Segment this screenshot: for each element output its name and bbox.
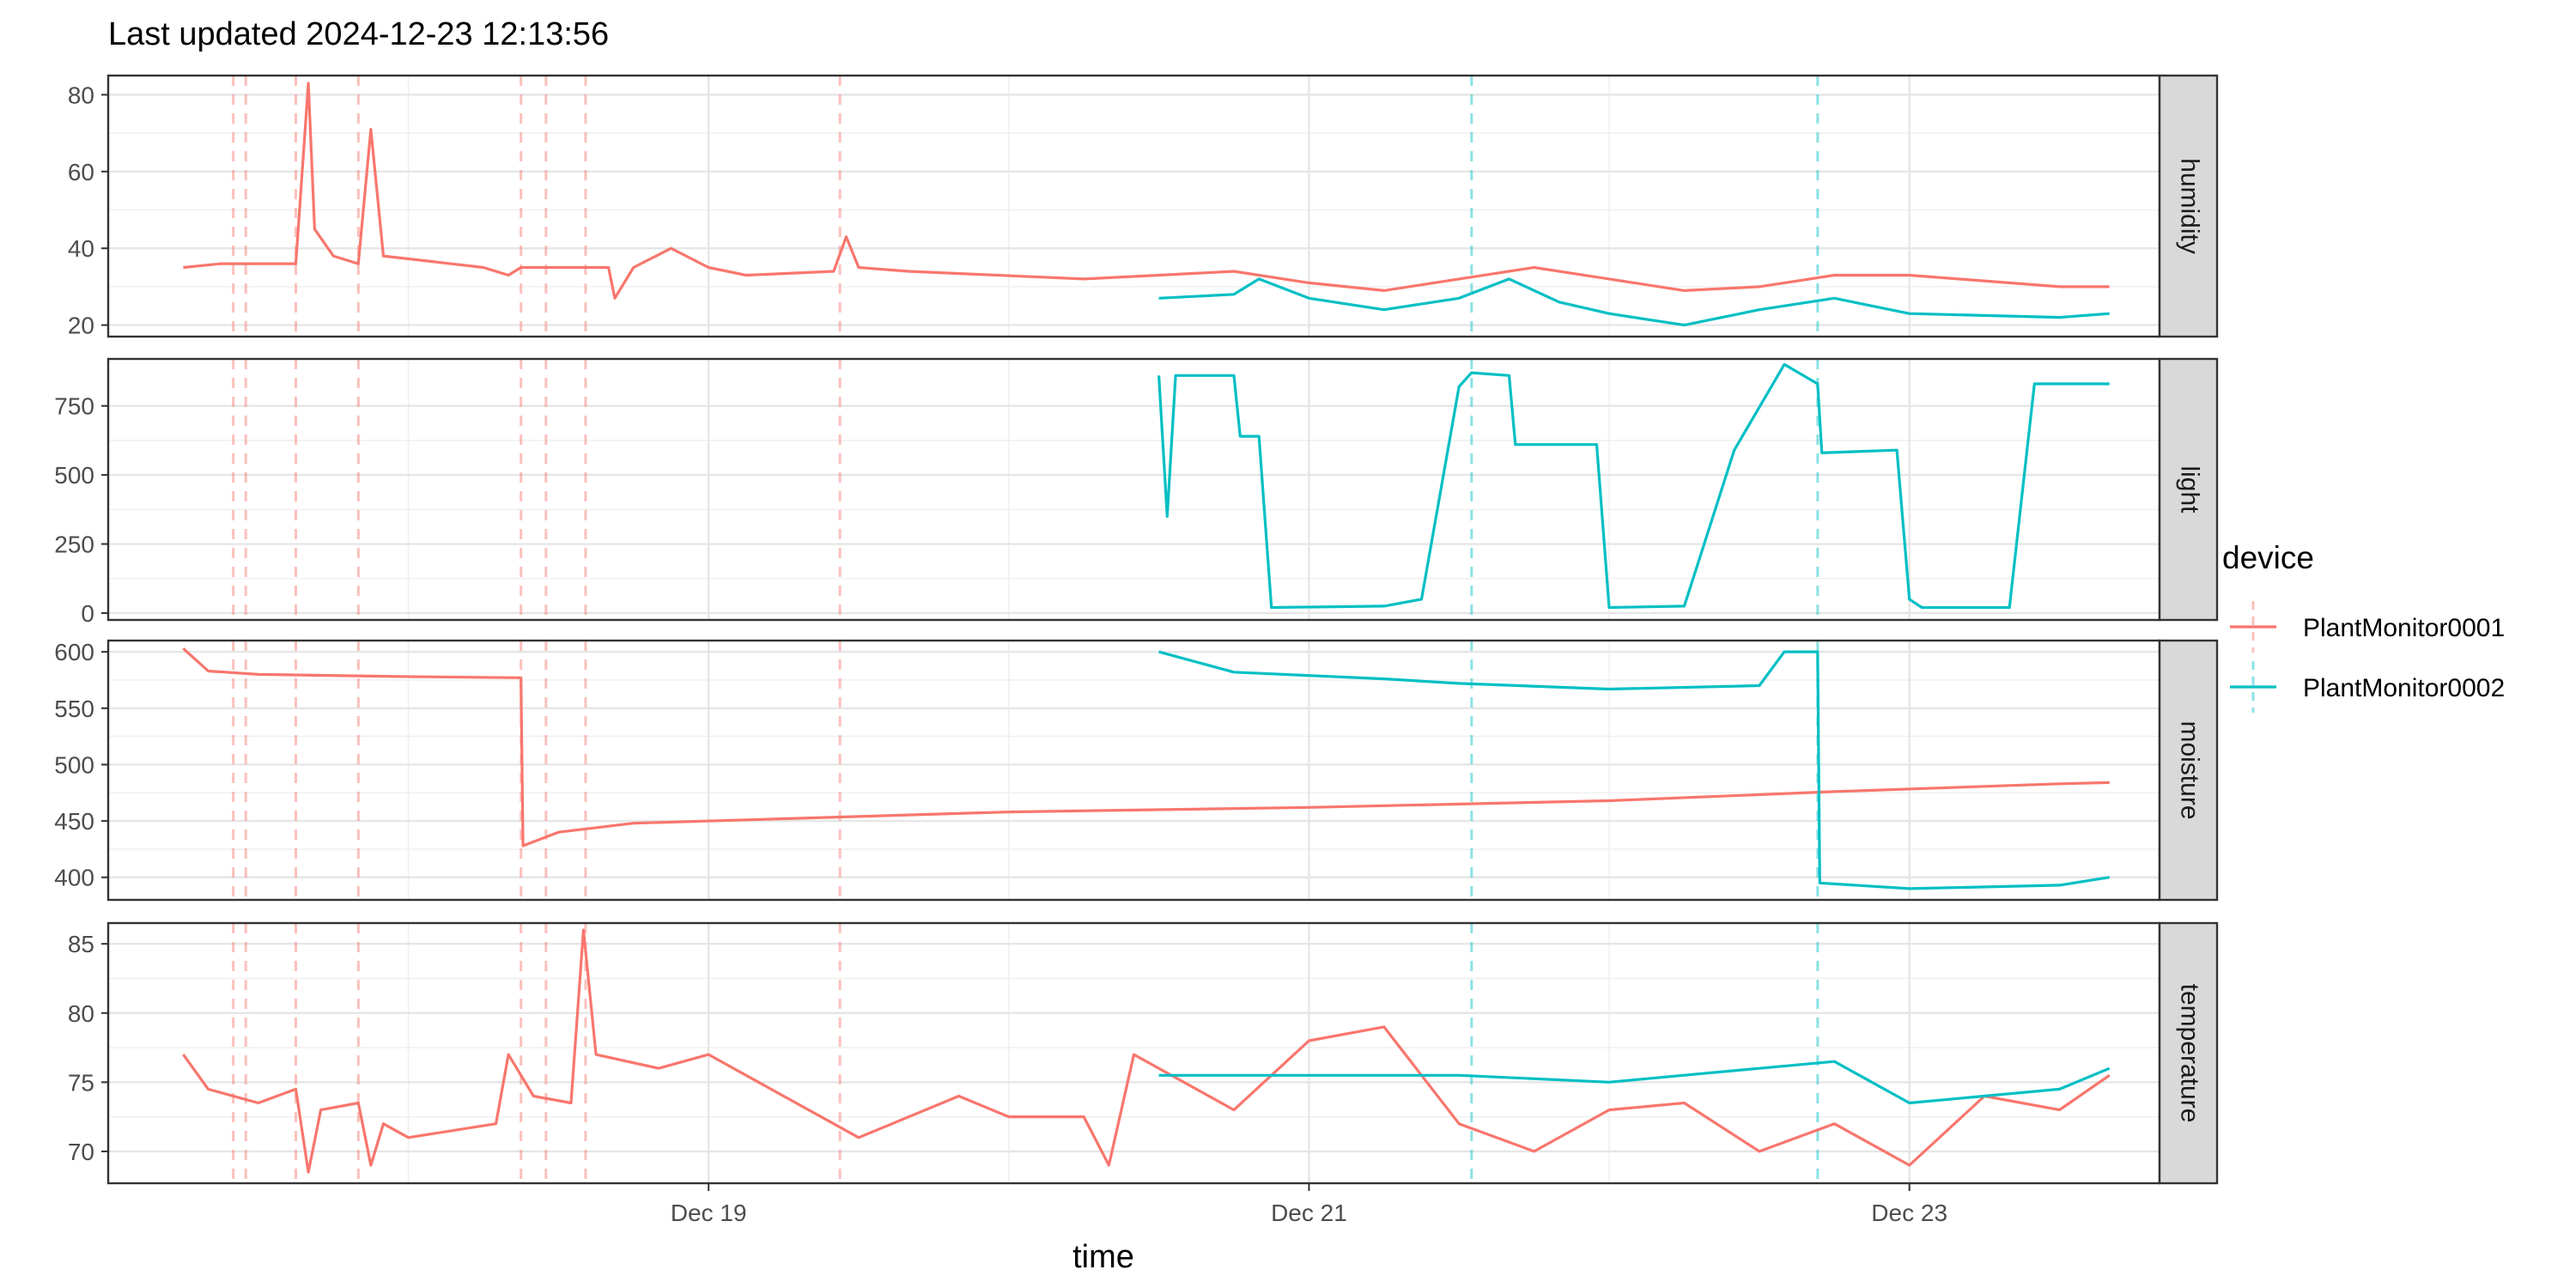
y-tick-label: 750 — [54, 393, 94, 420]
series-line-light-PlantMonitor0002 — [1157, 362, 2110, 610]
y-tick-label: 75 — [68, 1069, 94, 1096]
y-tick-label: 400 — [54, 865, 94, 891]
y-tick-label: 60 — [68, 159, 94, 185]
facet-strip — [2158, 357, 2219, 622]
y-tick-label: 85 — [68, 931, 94, 957]
facet-strip — [2158, 74, 2219, 338]
legend-label: PlantMonitor0002 — [2303, 674, 2505, 702]
panel-background — [108, 359, 2160, 620]
series-line-humidity-PlantMonitor0001 — [183, 82, 2110, 300]
panel-background — [108, 76, 2160, 337]
panel-moisture: 400 450 500 550 600 moisture — [54, 639, 2219, 902]
legend-label: PlantMonitor0001 — [2303, 614, 2505, 642]
legend-item: PlantMonitor0001 — [2230, 601, 2505, 653]
facet-strip — [2158, 639, 2219, 902]
y-tick-label: 500 — [54, 751, 94, 778]
y-tick-label: 80 — [68, 1000, 94, 1027]
facet-strip — [2158, 921, 2219, 1185]
y-tick-label: 20 — [68, 313, 94, 339]
series-line-temperature-PlantMonitor0002 — [1158, 1060, 2111, 1105]
panel-background — [108, 923, 2160, 1183]
panel-humidity: 20 40 60 80 humidity — [68, 74, 2219, 339]
series-line-moisture-PlantMonitor0001 — [182, 647, 2110, 848]
facet-strip-label: humidity — [2176, 158, 2204, 254]
panel-light: 0 250 500 750 light — [54, 357, 2219, 627]
x-tick-label: Dec 21 — [1271, 1200, 1347, 1226]
x-tick-label: Dec 19 — [671, 1200, 747, 1226]
y-tick-label: 450 — [54, 808, 94, 835]
y-tick-label: 250 — [54, 532, 94, 558]
panel-temperature: 70 75 80 85 temperature — [68, 921, 2219, 1185]
y-tick-label: 600 — [54, 639, 94, 665]
y-tick-label: 80 — [68, 82, 94, 108]
x-axis-title: time — [1072, 1239, 1134, 1275]
series-line-humidity-PlantMonitor0002 — [1158, 277, 2110, 327]
facet-strip-label: moisture — [2176, 720, 2204, 819]
y-tick-label: 550 — [54, 696, 94, 722]
chart-title: Last updated 2024-12-23 12:13:56 — [108, 16, 609, 52]
y-tick-label: 500 — [54, 462, 94, 489]
x-tick-label: Dec 23 — [1871, 1200, 1947, 1226]
y-tick-label: 0 — [81, 600, 94, 627]
legend-item: PlantMonitor0002 — [2230, 661, 2505, 713]
legend-title: device — [2222, 540, 2314, 575]
facet-strip-label: temperature — [2176, 984, 2204, 1123]
series-line-temperature-PlantMonitor0001 — [182, 928, 2111, 1174]
series-line-moisture-PlantMonitor0002 — [1158, 650, 2110, 890]
y-tick-label: 70 — [68, 1139, 94, 1165]
y-tick-label: 40 — [68, 235, 94, 262]
facet-strip-label: light — [2176, 465, 2204, 513]
